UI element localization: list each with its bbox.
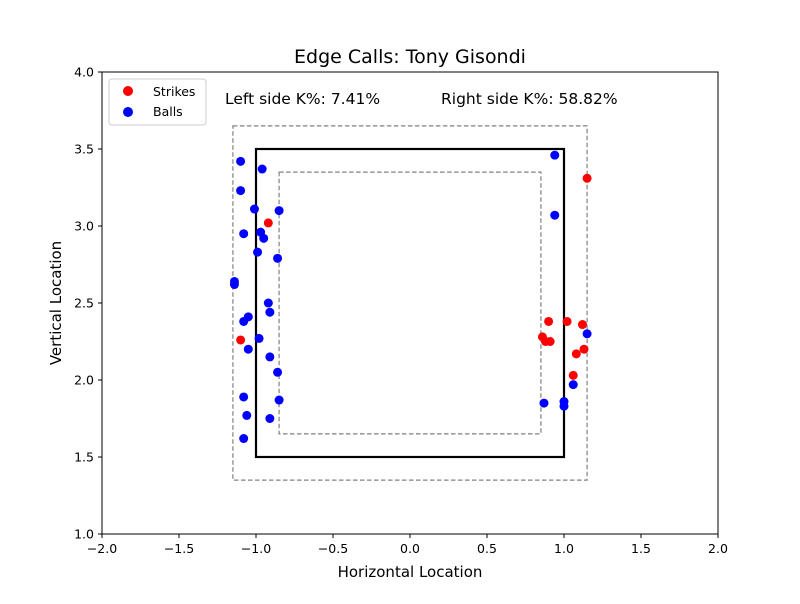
strikes-point — [582, 173, 592, 183]
balls-point — [236, 156, 246, 166]
balls-point — [239, 316, 249, 326]
balls-point — [265, 352, 275, 362]
balls-point — [253, 247, 263, 257]
x-tick-label: 0.5 — [477, 541, 497, 556]
x-tick-label: −0.5 — [318, 541, 348, 556]
strikes-point — [579, 344, 589, 354]
ticks-layer: −2.0 −1.5 −1.0 −0.5 0.0 0.5 1.0 1.5 2.0 1.0 1.5 2.0… — [74, 65, 728, 557]
inner-edge-rect — [278, 171, 542, 435]
x-tick-label: 1.5 — [631, 541, 651, 556]
balls-point — [265, 414, 275, 423]
balls-point — [239, 434, 249, 444]
points-layer — [229, 150, 592, 444]
y-tick-label: 1.0 — [74, 527, 94, 542]
zone-layer — [232, 125, 588, 481]
right-side-annotation: Right side K%: 58.82% — [441, 90, 618, 108]
strikes-point — [577, 320, 587, 330]
strikes-point — [545, 337, 555, 346]
chart-title: Edge Calls: Tony Gisondi — [294, 46, 526, 68]
left-side-annotation: Left side K%: 7.41% — [225, 90, 380, 108]
strikes-point — [571, 349, 581, 359]
strikes-point — [236, 335, 246, 345]
y-tick-label: 3.5 — [74, 142, 94, 157]
balls-point — [568, 380, 578, 390]
balls-point — [274, 206, 284, 216]
balls-point — [239, 392, 249, 402]
outer-edge-rect — [232, 125, 588, 481]
balls-point — [273, 253, 283, 263]
y-tick-label: 1.5 — [74, 450, 94, 465]
y-tick-label: 3.0 — [74, 219, 94, 234]
x-tick-label: 2.0 — [708, 541, 728, 556]
balls-point — [229, 276, 239, 286]
balls-point — [257, 164, 267, 174]
balls-point — [550, 210, 560, 220]
strikes-point — [562, 316, 572, 326]
balls-point — [242, 410, 252, 420]
balls-point — [254, 333, 264, 343]
strikes-point — [568, 370, 578, 380]
balls-point — [550, 150, 560, 160]
balls-point — [236, 186, 246, 196]
strikes-point — [544, 316, 554, 326]
balls-point — [559, 401, 569, 411]
legend-marker-balls — [123, 107, 133, 117]
legend-label-balls: Balls — [153, 104, 183, 119]
legend-label-strikes: Strikes — [153, 84, 195, 99]
balls-point — [249, 204, 259, 214]
legend-marker-strikes — [123, 86, 133, 96]
balls-point — [273, 367, 283, 377]
balls-point — [263, 298, 273, 308]
legend-box — [108, 78, 207, 126]
y-tick-label: 2.0 — [74, 373, 94, 388]
balls-point — [243, 344, 253, 354]
balls-point — [274, 395, 284, 405]
x-tick-label: 1.0 — [554, 541, 574, 556]
x-tick-label: 0.0 — [400, 541, 420, 556]
balls-point — [239, 229, 249, 239]
strikes-point — [263, 218, 273, 228]
strike-zone-rect — [254, 147, 566, 459]
balls-point — [259, 233, 269, 243]
y-axis-label: Vertical Location — [47, 241, 65, 365]
legend: Strikes Balls — [108, 78, 207, 126]
balls-point — [582, 329, 592, 339]
x-axis-label: Horizontal Location — [338, 563, 483, 581]
x-tick-label: −1.0 — [241, 541, 271, 556]
x-tick-label: −2.0 — [87, 541, 117, 556]
x-tick-label: −1.5 — [164, 541, 194, 556]
y-tick-label: 4.0 — [74, 65, 94, 80]
y-tick-label: 2.5 — [74, 296, 94, 311]
balls-point — [265, 307, 275, 317]
balls-point — [539, 398, 549, 408]
